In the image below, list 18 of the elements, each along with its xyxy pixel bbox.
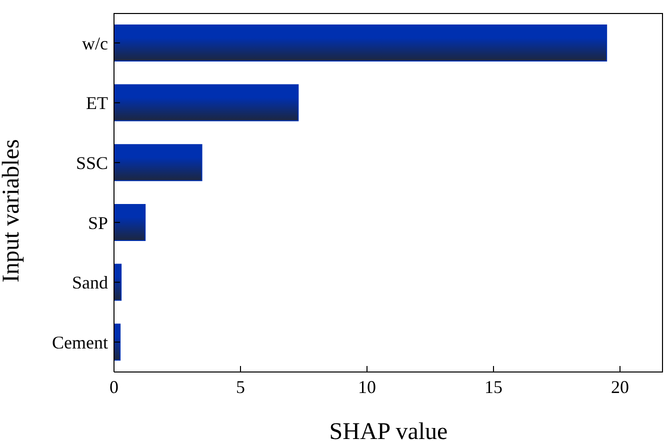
y-axis-title: Input variables xyxy=(0,139,25,282)
x-tick-label: 0 xyxy=(110,376,118,397)
bar xyxy=(114,204,146,241)
x-tick-label: 15 xyxy=(484,376,502,397)
x-tick-label: 5 xyxy=(236,376,245,397)
bar xyxy=(114,24,608,62)
y-tick-label: SSC xyxy=(76,152,108,173)
y-tick-label: Cement xyxy=(52,332,108,352)
y-tick-label: w/c xyxy=(82,33,108,54)
bar xyxy=(114,264,122,301)
y-tick-label: Sand xyxy=(72,272,108,293)
y-tick-label: SP xyxy=(88,212,108,233)
x-tick-label: 20 xyxy=(610,376,629,397)
y-tick-label: ET xyxy=(86,93,108,114)
x-axis-title: SHAP value xyxy=(329,419,448,441)
bar xyxy=(114,84,299,122)
bar xyxy=(114,144,202,182)
x-tick-label: 10 xyxy=(358,376,376,397)
